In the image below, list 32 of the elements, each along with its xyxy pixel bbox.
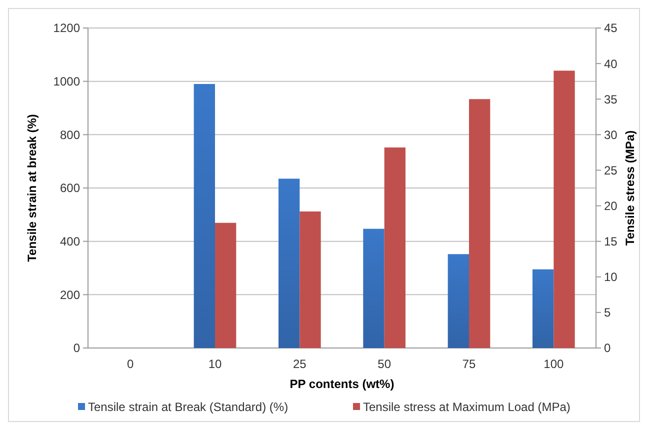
legend-label: Tensile stress at Maximum Load (MPa)	[363, 400, 570, 414]
y2-tick-label: 30	[604, 128, 618, 142]
x-axis-title: PP contents (wt%)	[290, 377, 394, 391]
y-tick-label: 400	[60, 234, 80, 249]
y-axis-title: Tensile strain at break (%)	[25, 114, 39, 262]
x-tick-label: 0	[126, 357, 134, 371]
y-tick-label: 0	[73, 341, 80, 356]
legend-label: Tensile strain at Break (Standard) (%)	[88, 400, 288, 414]
x-tick-label: 25	[292, 357, 307, 371]
y2-tick-label: 15	[604, 234, 618, 249]
y2-tick-label: 40	[604, 56, 618, 71]
bar	[469, 99, 490, 348]
x-tick-label: 10	[208, 357, 222, 371]
y-tick-label: 1200	[53, 21, 80, 36]
bar	[554, 70, 575, 348]
y-tick-label: 1000	[53, 74, 80, 89]
x-tick-label: 75	[462, 357, 476, 371]
y2-axis-title: Tensile stress (MPa)	[623, 130, 637, 246]
y2-tick-label: 35	[604, 92, 618, 106]
y2-tick-label: 45	[604, 21, 618, 36]
x-tick-label: 100	[544, 357, 564, 371]
y-tick-label: 200	[60, 288, 80, 302]
x-tick-label: 50	[378, 357, 392, 371]
y2-tick-label: 20	[604, 198, 618, 213]
y-tick-label: 600	[60, 181, 80, 196]
y2-tick-label: 0	[604, 341, 611, 356]
y2-tick-label: 25	[604, 163, 618, 178]
bar	[194, 84, 215, 348]
y2-tick-label: 5	[604, 306, 611, 320]
bar	[532, 269, 554, 348]
y-tick-label: 800	[60, 128, 80, 142]
y2-tick-label: 10	[604, 270, 618, 284]
